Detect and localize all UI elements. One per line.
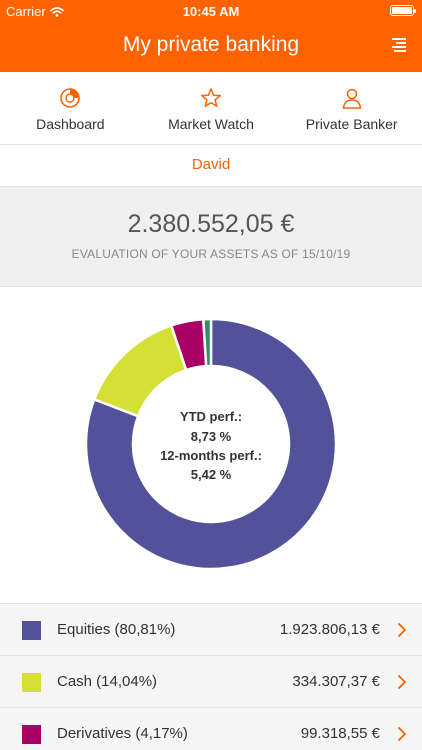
person-icon [342, 88, 361, 109]
asset-class-label: Cash (14,04%) [57, 673, 158, 690]
chevron-right-icon [398, 727, 406, 741]
color-swatch [22, 673, 41, 692]
tab-private-banker[interactable]: Private Banker [281, 72, 422, 144]
color-swatch [22, 621, 41, 640]
tab-bar: Dashboard Market Watch Private Banker [0, 72, 422, 145]
asset-class-label: Equities (80,81%) [57, 621, 176, 638]
list-item-derivatives[interactable]: Derivatives (4,17%) 99.318,55 € [0, 707, 422, 750]
asset-class-value: 1.923.806,13 € [279, 621, 380, 638]
carrier: Carrier [6, 4, 64, 19]
allocation-chart: YTD perf.: 8,73 % 12-months perf.: 5,42 … [0, 288, 422, 603]
tab-label: Dashboard [36, 116, 105, 132]
asset-class-value: 334.307,37 € [292, 673, 380, 690]
tab-market-watch[interactable]: Market Watch [141, 72, 282, 144]
page-title: My private banking [122, 33, 300, 56]
status-time: 10:45 AM [182, 4, 240, 19]
tab-label: Market Watch [168, 116, 254, 132]
hamburger-menu-icon[interactable] [392, 38, 406, 52]
ytd-performance-label: YTD perf.: [179, 409, 243, 424]
asset-class-value: 99.318,55 € [300, 725, 380, 742]
chevron-right-icon [398, 675, 406, 689]
color-swatch [22, 725, 41, 744]
wifi-icon [49, 6, 64, 17]
battery-icon [390, 5, 416, 16]
donut-slice-cash[interactable] [92, 323, 188, 418]
donut-chart[interactable] [86, 319, 336, 569]
ytd-performance-value: 8,73 % [190, 429, 232, 444]
app-header: Carrier 10:45 AM My private banking [0, 0, 422, 72]
list-item-cash[interactable]: Cash (14,04%) 334.307,37 € [0, 655, 422, 707]
evaluation-date-label: EVALUATION OF YOUR ASSETS AS OF 15/10/19 [71, 247, 351, 261]
dashboard-icon [60, 88, 81, 108]
star-icon [201, 88, 221, 108]
assets-summary: 2.380.552,05 € EVALUATION OF YOUR ASSETS… [0, 186, 422, 287]
status-bar: Carrier 10:45 AM [0, 0, 422, 22]
asset-class-list: Equities (80,81%) 1.923.806,13 € Cash (1… [0, 603, 422, 750]
asset-class-label: Derivatives (4,17%) [57, 725, 188, 742]
user-name[interactable]: David [191, 156, 231, 173]
tab-label: Private Banker [305, 116, 398, 132]
carrier-label: Carrier [6, 4, 46, 19]
donut-slice-other[interactable] [202, 319, 213, 368]
chevron-right-icon [398, 623, 406, 637]
twelve-month-performance-value: 5,42 % [190, 467, 232, 482]
total-assets-value: 2.380.552,05 € [127, 210, 295, 238]
list-item-equities[interactable]: Equities (80,81%) 1.923.806,13 € [0, 603, 422, 655]
donut-slice-equities[interactable] [86, 319, 336, 569]
tab-dashboard[interactable]: Dashboard [0, 72, 141, 144]
twelve-month-performance-label: 12-months perf.: [160, 448, 262, 463]
